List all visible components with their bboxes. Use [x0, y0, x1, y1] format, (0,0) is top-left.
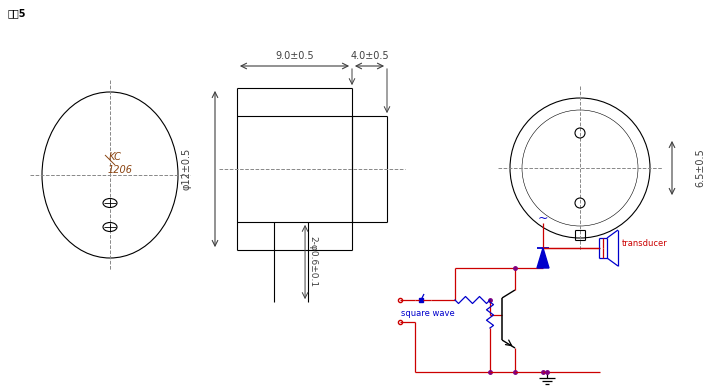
Text: KC: KC	[109, 152, 122, 162]
Text: φ12±0.5: φ12±0.5	[182, 148, 192, 190]
Text: 6.5±0.5: 6.5±0.5	[695, 149, 705, 187]
Text: 9.0±0.5: 9.0±0.5	[275, 51, 314, 61]
Text: 1206: 1206	[107, 165, 132, 175]
Polygon shape	[537, 248, 549, 268]
Text: transducer: transducer	[622, 238, 668, 248]
Text: square wave: square wave	[401, 310, 455, 319]
Text: ~: ~	[538, 212, 548, 224]
Text: 2-φ0.6±0.1: 2-φ0.6±0.1	[309, 236, 318, 288]
Text: 4.0±0.5: 4.0±0.5	[350, 51, 389, 61]
Text: 封袅5: 封袅5	[8, 8, 26, 18]
